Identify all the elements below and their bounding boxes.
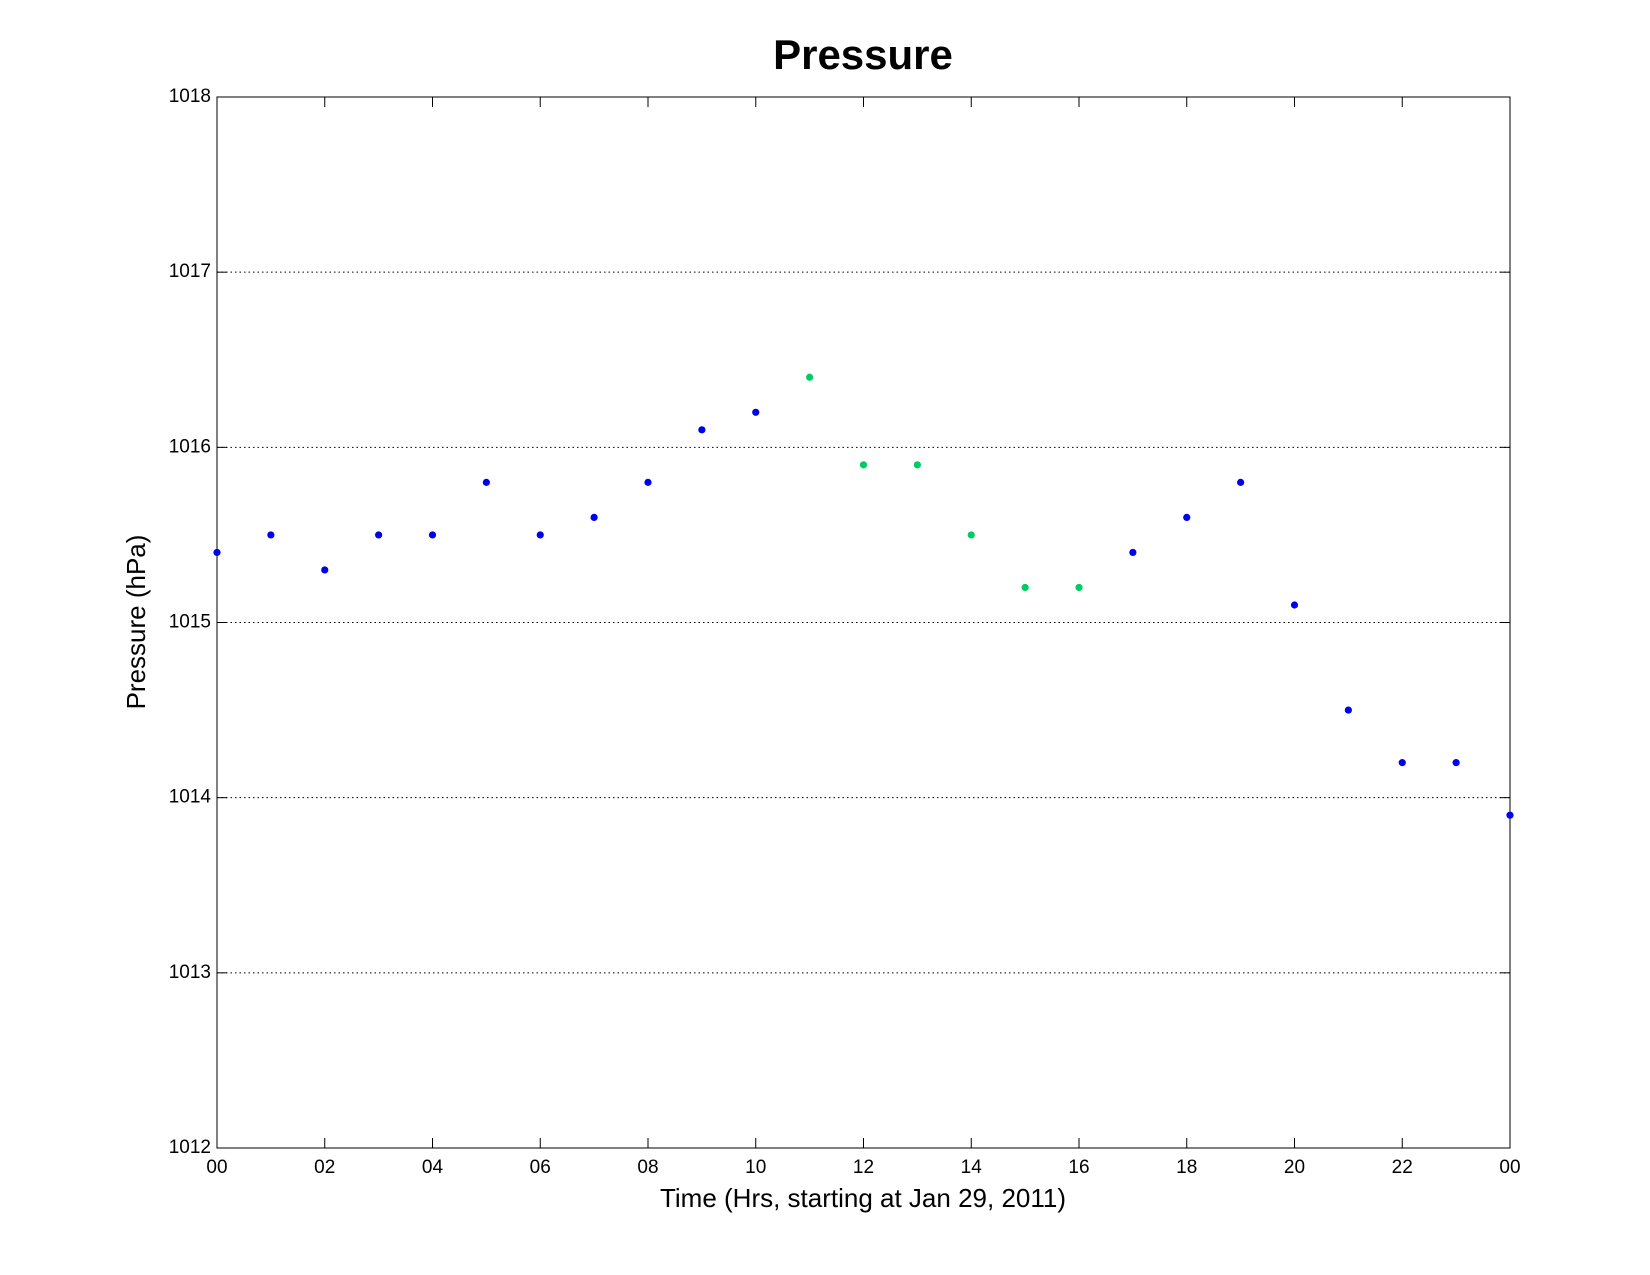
scatter-point bbox=[590, 513, 598, 522]
scatter-point bbox=[752, 408, 760, 416]
scatter-point bbox=[1075, 583, 1083, 592]
x-tick-label: 10 bbox=[745, 1157, 766, 1178]
scatter-point bbox=[967, 531, 975, 539]
scatter-point bbox=[321, 566, 329, 574]
x-tick-label: 22 bbox=[1392, 1157, 1413, 1178]
y-tick-label: 1015 bbox=[169, 612, 211, 633]
x-axis-label: Time (Hrs, starting at Jan 29, 2011) bbox=[660, 1183, 1066, 1213]
scatter-point bbox=[536, 531, 544, 539]
scatter-point bbox=[428, 531, 437, 539]
scatter-point bbox=[1290, 601, 1299, 609]
y-tick-label: 1013 bbox=[169, 962, 211, 983]
scatter-point bbox=[698, 426, 706, 434]
x-tick-label: 02 bbox=[314, 1157, 335, 1178]
scatter-point bbox=[859, 461, 868, 469]
scatter-point bbox=[644, 478, 652, 486]
y-tick-label: 1014 bbox=[169, 787, 212, 808]
x-tick-label: 00 bbox=[1499, 1157, 1520, 1178]
y-axis-label: Pressure (hPa) bbox=[121, 535, 151, 710]
x-tick-label: 12 bbox=[853, 1157, 874, 1178]
scatter-point bbox=[1129, 548, 1137, 557]
y-tick-label: 1018 bbox=[169, 86, 211, 107]
y-tick-label: 1012 bbox=[169, 1137, 211, 1158]
scatter-point bbox=[267, 531, 275, 539]
x-tick-label: 06 bbox=[530, 1157, 551, 1178]
scatter-point bbox=[375, 531, 383, 539]
x-tick-label: 04 bbox=[422, 1157, 444, 1178]
scatter-point bbox=[1183, 513, 1191, 522]
scatter-point bbox=[213, 548, 221, 557]
chart-title: Pressure bbox=[773, 31, 953, 78]
scatter-point bbox=[1506, 811, 1514, 819]
y-tick-label: 1016 bbox=[169, 436, 211, 457]
scatter-point bbox=[1452, 759, 1460, 767]
scatter-point bbox=[482, 478, 490, 486]
plot-frame bbox=[216, 96, 1511, 1149]
x-tick-label: 00 bbox=[206, 1157, 227, 1178]
x-tick-label: 18 bbox=[1176, 1157, 1197, 1178]
scatter-point bbox=[1021, 583, 1029, 592]
scatter-point bbox=[1237, 478, 1245, 486]
y-tick-label: 1017 bbox=[169, 261, 211, 282]
x-tick-label: 16 bbox=[1068, 1157, 1089, 1178]
scatter-point bbox=[913, 461, 921, 469]
scatter-point bbox=[1344, 706, 1352, 714]
scatter-point bbox=[1398, 759, 1406, 767]
x-tick-label: 20 bbox=[1284, 1157, 1305, 1178]
x-tick-label: 14 bbox=[961, 1157, 983, 1178]
scatter-point bbox=[806, 373, 814, 381]
x-tick-label: 08 bbox=[637, 1157, 658, 1178]
